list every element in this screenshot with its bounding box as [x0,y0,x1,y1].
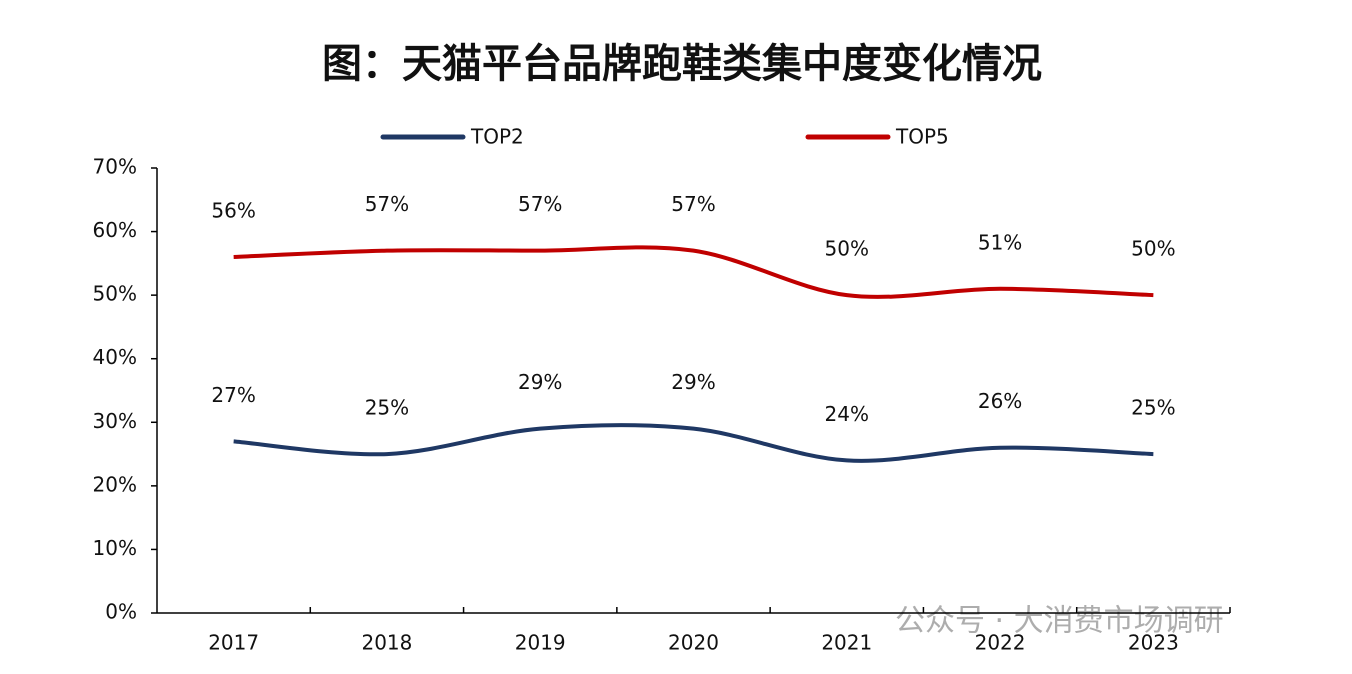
data-label: 25% [1131,396,1175,420]
y-tick-label: 60% [93,218,137,242]
legend-label: TOP5 [895,125,949,149]
data-label: 24% [825,402,869,426]
x-tick-label: 2021 [821,631,872,655]
x-tick-label: 2023 [1128,631,1179,655]
y-tick-label: 10% [93,536,137,560]
y-tick-label: 70% [93,155,137,179]
series-line [233,245,1154,299]
x-tick-label: 2017 [208,631,259,655]
data-label: 57% [365,192,409,216]
y-tick-label: 40% [93,345,137,369]
y-tick-label: 50% [93,282,137,306]
data-label: 50% [825,237,869,261]
data-label: 25% [365,396,409,420]
y-tick-label: 30% [93,409,137,433]
data-label: 29% [671,370,715,394]
watermark: 公众号 · 大消费市场调研 [895,604,1224,639]
data-label: 56% [211,199,255,223]
data-label: 29% [518,370,562,394]
x-tick-label: 2022 [975,631,1026,655]
y-tick-label: 0% [105,600,137,624]
data-label: 51% [978,230,1022,254]
data-label: 57% [671,192,715,216]
y-tick-label: 20% [93,472,137,496]
x-tick-label: 2020 [668,631,719,655]
legend-label: TOP2 [470,125,524,149]
chart-title: 图：天猫平台品牌跑鞋类集中度变化情况 [322,41,1042,87]
x-tick-label: 2019 [515,631,566,655]
x-tick-label: 2018 [361,631,412,655]
data-label: 26% [978,389,1022,413]
data-label: 57% [518,192,562,216]
series-line [233,423,1154,463]
data-label: 27% [211,383,255,407]
data-label: 50% [1131,237,1175,261]
